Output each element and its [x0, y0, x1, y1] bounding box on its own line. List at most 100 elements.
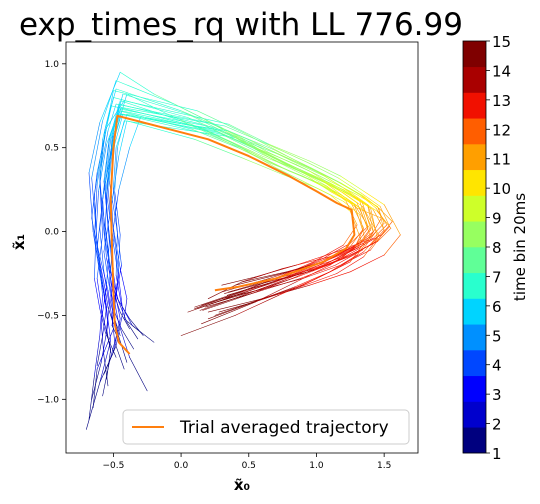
- y-tick-label: 0.0: [45, 228, 60, 238]
- trial-segment: [348, 241, 377, 258]
- trial-segment: [329, 254, 358, 273]
- trial-segment: [194, 291, 241, 310]
- trial-segment: [348, 229, 363, 249]
- y-tick-label: 1.0: [45, 60, 60, 70]
- trial-segment: [378, 207, 393, 222]
- trial-segment: [354, 204, 363, 231]
- trial-segment: [340, 194, 361, 209]
- trial-segment: [114, 191, 121, 236]
- trial-segment: [129, 357, 148, 392]
- trial-segment: [275, 167, 304, 182]
- trial-segment: [340, 182, 363, 197]
- trial-segment: [119, 311, 130, 330]
- colorbar-tick-label: 6: [492, 298, 502, 316]
- trial-segment: [115, 274, 122, 306]
- trial-segment: [322, 243, 351, 259]
- trial-segment: [105, 147, 113, 195]
- trial-segment: [129, 117, 141, 148]
- trial-segment: [337, 177, 362, 194]
- trial-segment: [228, 130, 270, 153]
- trial-segment: [207, 298, 263, 313]
- trial-segment: [297, 263, 334, 278]
- trial-segment: [109, 107, 122, 138]
- colorbar-tick-label: 4: [492, 357, 502, 375]
- trial-segment: [194, 139, 243, 159]
- colorbar-tick-label: 15: [492, 33, 511, 51]
- trial-segment: [113, 97, 189, 118]
- trial-segment: [117, 298, 130, 320]
- trial-segment: [343, 224, 358, 246]
- trial-segment: [268, 144, 311, 162]
- colorbar-tick-label: 9: [492, 210, 502, 228]
- colorbar-band: [463, 66, 486, 93]
- trial-segment: [180, 120, 222, 140]
- trial-segment: [121, 113, 209, 135]
- trial-segment: [259, 150, 301, 170]
- trial-segment: [118, 147, 130, 190]
- trial-segment: [278, 165, 315, 182]
- trial-segment: [302, 264, 342, 279]
- trial-segment: [243, 132, 285, 155]
- trial-segment: [307, 162, 339, 179]
- plot-area: [66, 42, 418, 453]
- trial-segment: [102, 362, 110, 397]
- colorbar-tick-label: 14: [492, 62, 511, 80]
- trial-segment: [94, 278, 101, 310]
- colorbar-tick-label: 2: [492, 416, 502, 434]
- colorbar-band: [463, 427, 486, 454]
- trial-segment: [309, 271, 351, 286]
- trial-segment: [364, 211, 380, 236]
- trial-segment: [295, 251, 338, 266]
- trial-segment: [115, 103, 209, 123]
- trial-segment: [228, 130, 274, 150]
- trial-segment: [126, 120, 195, 140]
- plot-frame: [65, 41, 419, 454]
- trial-segment: [356, 236, 371, 256]
- trial-segment: [180, 315, 236, 336]
- trial-segment: [121, 328, 134, 350]
- trial-segment: [291, 160, 325, 177]
- trial-segment: [92, 368, 98, 409]
- trial-segment: [102, 80, 117, 122]
- trial-segment: [106, 305, 110, 330]
- trial-segment: [329, 182, 355, 197]
- trial-segment: [356, 207, 382, 219]
- trial-segment: [109, 103, 120, 142]
- trial-segment: [251, 278, 293, 294]
- trial-segment: [99, 130, 109, 175]
- trial-segment: [111, 234, 120, 279]
- trial-segment: [100, 321, 105, 357]
- trial-segment: [207, 301, 255, 320]
- trial-segment: [197, 110, 244, 133]
- trial-segment: [105, 177, 109, 226]
- trial-segment: [115, 88, 182, 112]
- trial-segment: [234, 294, 279, 316]
- trial-segment: [340, 249, 371, 266]
- trial-segment: [310, 167, 342, 184]
- trial-segment: [313, 256, 350, 271]
- trial-segment: [100, 323, 109, 363]
- trial-segment: [241, 157, 283, 175]
- trial-segment: [115, 231, 118, 276]
- colorbar-tick-label: 13: [492, 92, 511, 110]
- y-tick-label: 0.5: [45, 144, 59, 154]
- single-trial-trajectories: [86, 71, 401, 430]
- trial-segment: [88, 375, 95, 420]
- trial-segment: [96, 134, 106, 185]
- trial-segment: [214, 298, 263, 316]
- trial-segment: [294, 271, 331, 288]
- x-axis-label: x̃₀: [234, 476, 250, 494]
- trial-segment: [318, 172, 344, 189]
- trial-segment: [96, 244, 109, 291]
- trial-segment: [114, 113, 124, 145]
- trial-segment: [363, 238, 378, 258]
- trial-segment: [372, 209, 385, 231]
- trial-segment: [370, 207, 378, 239]
- trial-segment: [375, 207, 388, 226]
- trial-segment: [278, 278, 317, 296]
- trial-segment: [201, 123, 247, 145]
- trial-segment: [345, 197, 366, 212]
- trial-segment: [103, 137, 110, 182]
- trial-segment: [228, 123, 270, 145]
- trial-segment: [224, 125, 269, 145]
